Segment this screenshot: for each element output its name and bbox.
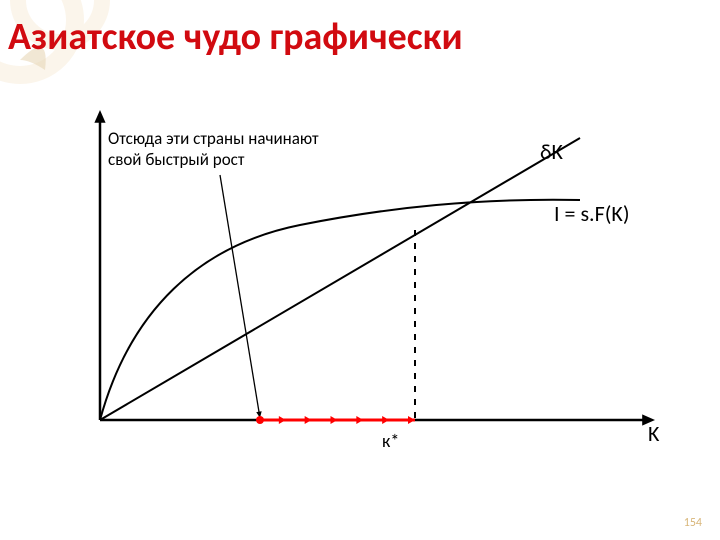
slide-number: 154 bbox=[684, 516, 702, 530]
slide-title: Азиатское чудо графически bbox=[8, 18, 463, 58]
chart-svg bbox=[80, 110, 680, 480]
solow-chart bbox=[80, 110, 680, 480]
